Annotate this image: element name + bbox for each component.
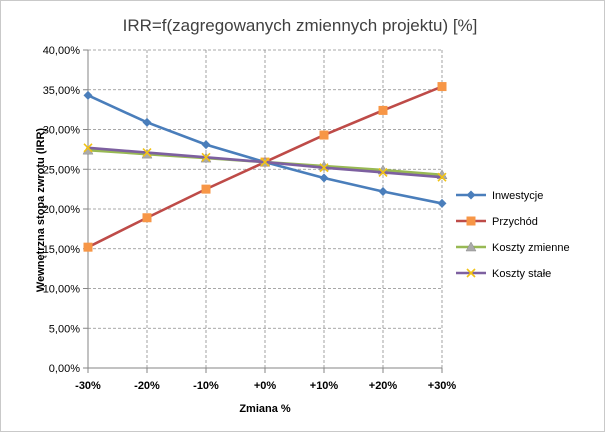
data-point	[201, 152, 211, 162]
legend-marker	[466, 190, 476, 200]
x-tick-label: +10%	[310, 380, 339, 392]
y-tick-label: 30,00%	[43, 125, 81, 137]
legend-marker	[466, 268, 476, 278]
x-tick-label: -30%	[75, 380, 101, 392]
x-axis-label: Zmiana %	[239, 403, 291, 415]
data-point	[142, 147, 152, 158]
y-tick-label: 20,00%	[43, 204, 81, 216]
data-point	[437, 82, 447, 92]
legend-marker	[465, 241, 477, 252]
data-point	[319, 173, 329, 183]
x-tick-label: +20%	[369, 380, 398, 392]
legend-entry: Koszty stałe	[456, 268, 551, 280]
y-tick-label: 15,00%	[43, 244, 81, 256]
data-point	[319, 163, 329, 173]
legend-entry: Koszty zmienne	[456, 241, 570, 254]
grid-layer	[88, 49, 443, 368]
y-tick-labels: 0,00% 5,00% 10,00% 15,00% 20,00% 25,00% 30,00%…	[43, 45, 81, 375]
data-point	[142, 117, 152, 127]
y-tick-label: 35,00%	[43, 85, 81, 97]
data-point	[142, 213, 152, 223]
x-tick-labels: -30% -20% -10% +0% +10% +20% +30%	[75, 380, 456, 392]
chart-title: IRR=f(zagregowanych zmiennych projektu) …	[123, 16, 478, 35]
y-axis-label: Wewnętrzna stopa zwrotu (IRR)	[35, 128, 47, 293]
y-tick-label: 40,00%	[43, 45, 81, 57]
data-point	[83, 90, 93, 100]
y-tick-label: 10,00%	[43, 284, 81, 296]
y-tick-label: 25,00%	[43, 164, 81, 176]
data-point	[83, 242, 93, 252]
legend-label: Inwestycje	[492, 190, 543, 202]
legend-label: Przychód	[492, 216, 538, 228]
data-point	[437, 172, 447, 182]
axes-layer	[83, 49, 443, 373]
legend-marker	[466, 216, 476, 226]
data-point	[378, 187, 388, 197]
legend-entry: Inwestycje	[456, 190, 543, 202]
series-layer	[82, 82, 448, 252]
data-point	[378, 167, 388, 177]
legend: Inwestycje Przychód Koszty zmienne Koszty s…	[456, 190, 570, 280]
data-point	[378, 105, 388, 115]
data-point	[319, 130, 329, 140]
legend-label: Koszty zmienne	[492, 242, 570, 254]
legend-entry: Przychód	[456, 216, 538, 228]
legend-label: Koszty stałe	[492, 268, 551, 280]
y-tick-label: 5,00%	[49, 323, 80, 335]
x-tick-label: -10%	[193, 380, 219, 392]
data-point	[437, 198, 447, 208]
data-point	[201, 140, 211, 150]
y-tick-label: 0,00%	[49, 363, 80, 375]
x-tick-label: -20%	[134, 380, 160, 392]
x-tick-label: +30%	[428, 380, 457, 392]
series-koszty-stałe	[83, 143, 447, 182]
data-point	[83, 143, 93, 153]
data-point	[201, 184, 211, 194]
x-tick-label: +0%	[254, 380, 277, 392]
data-point	[260, 157, 270, 167]
